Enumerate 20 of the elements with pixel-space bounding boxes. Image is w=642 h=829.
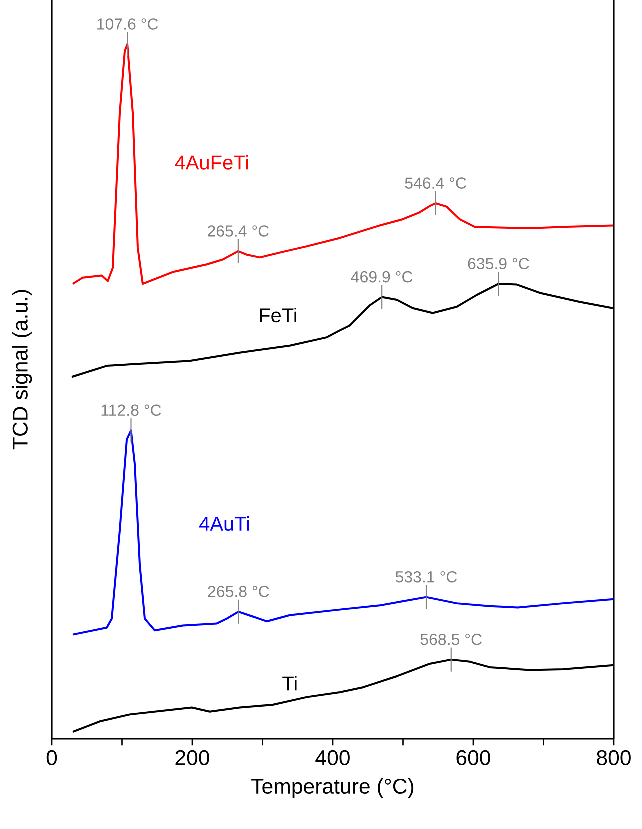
x-axis-title: Temperature (°C): [252, 778, 414, 798]
x-tick-label: 600: [456, 750, 490, 766]
text: 4AuFeTi: [175, 155, 248, 170]
annotation: 265.4 °C: [208, 226, 270, 237]
annotation: 546.4 °C: [405, 178, 466, 189]
annotation: 107.6 °C: [98, 18, 158, 30]
annotation: 112.8 °C: [102, 404, 162, 416]
annotation: 568.5 °C: [420, 634, 482, 646]
annotation: 469.9 °C: [351, 271, 413, 283]
y-axis-title: TCD signal (a.u.): [12, 290, 32, 450]
annotation: 265.8 °C: [208, 586, 270, 598]
x-tick-label: 200: [176, 750, 210, 766]
annotation: 533.1 °C: [396, 571, 458, 583]
x-tick-label: 0: [46, 750, 58, 766]
x-tick-label: 400: [316, 750, 350, 766]
text: 4AuTi: [200, 516, 250, 532]
annotation: 635.9 °C: [468, 258, 530, 270]
series-label: Ti: [282, 676, 297, 691]
x-tick-label: 800: [597, 750, 631, 766]
series-label: FeTi: [260, 308, 296, 323]
